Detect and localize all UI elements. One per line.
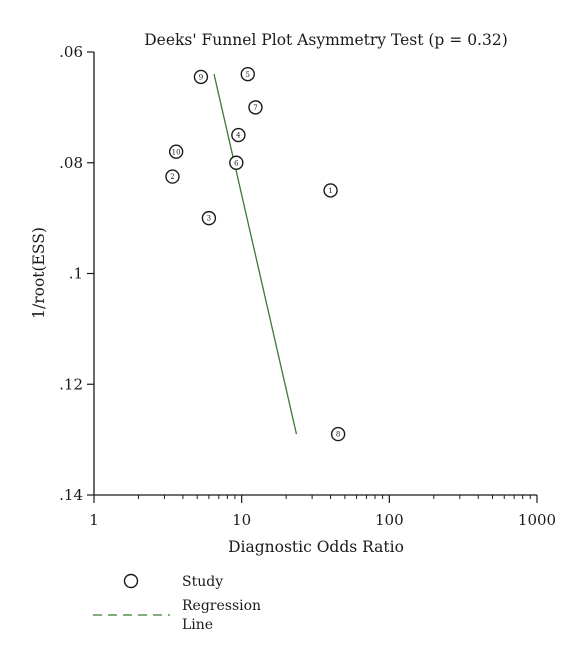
y-axis-ticks: .06 .08 .1 .12 .14 bbox=[59, 43, 94, 504]
x-axis-ticks: 1 10 100 1000 bbox=[89, 495, 556, 529]
study-point-1: 1 bbox=[323, 183, 338, 198]
study-marker bbox=[165, 169, 180, 184]
y-axis-label: 1/root(ESS) bbox=[30, 227, 48, 319]
study-marker bbox=[330, 426, 346, 442]
study-marker bbox=[231, 127, 246, 143]
study-point-9: 9 bbox=[193, 69, 209, 85]
x-tick-label: 1000 bbox=[518, 511, 556, 529]
legend-regression-label-line1: Regression bbox=[182, 598, 261, 614]
study-label: 9 bbox=[199, 74, 203, 82]
y-tick-label: .06 bbox=[59, 43, 83, 61]
study-label: 6 bbox=[234, 159, 239, 167]
regression-line-group bbox=[213, 74, 298, 435]
study-label: 3 bbox=[207, 215, 211, 223]
axes bbox=[93, 52, 537, 496]
y-tick-label: .14 bbox=[59, 486, 83, 504]
y-tick-label: .08 bbox=[59, 154, 83, 172]
study-label: 2 bbox=[170, 173, 174, 181]
x-tick-label: 1 bbox=[89, 511, 99, 529]
x-tick-label: 100 bbox=[375, 511, 404, 529]
study-marker bbox=[229, 155, 244, 170]
study-label: 5 bbox=[246, 71, 250, 79]
y-tick-label: .12 bbox=[59, 375, 83, 393]
study-marker bbox=[248, 100, 263, 115]
legend: Study Regression Line bbox=[93, 573, 261, 633]
study-points-group: 1 2 3 4 5 6 7 8 9 10 bbox=[165, 66, 346, 442]
study-point-5: 5 bbox=[240, 66, 255, 82]
study-point-7: 7 bbox=[248, 100, 263, 115]
study-point-2: 2 bbox=[165, 169, 180, 184]
study-point-10: 10 bbox=[168, 144, 184, 159]
study-label: 7 bbox=[253, 104, 257, 112]
legend-study-label: Study bbox=[182, 574, 223, 590]
study-marker bbox=[193, 69, 209, 85]
study-marker bbox=[168, 144, 184, 159]
study-point-8: 8 bbox=[330, 426, 346, 442]
study-label: 8 bbox=[336, 431, 340, 439]
study-label: 4 bbox=[236, 132, 241, 140]
x-tick-label: 10 bbox=[232, 511, 251, 529]
regression-line bbox=[213, 74, 298, 435]
study-label: 10 bbox=[172, 148, 181, 156]
study-marker bbox=[240, 66, 255, 82]
study-marker bbox=[323, 183, 338, 198]
y-tick-label: .1 bbox=[69, 265, 83, 283]
study-point-6: 6 bbox=[229, 155, 244, 170]
study-marker bbox=[201, 210, 217, 226]
legend-regression-label-line2: Line bbox=[182, 617, 213, 633]
x-axis-label: Diagnostic Odds Ratio bbox=[228, 538, 404, 556]
chart-title: Deeks' Funnel Plot Asymmetry Test (p = 0… bbox=[144, 31, 508, 49]
study-point-4: 4 bbox=[231, 127, 246, 143]
study-point-3: 3 bbox=[201, 210, 217, 226]
legend-study-marker bbox=[123, 573, 139, 589]
study-label: 1 bbox=[328, 187, 332, 195]
